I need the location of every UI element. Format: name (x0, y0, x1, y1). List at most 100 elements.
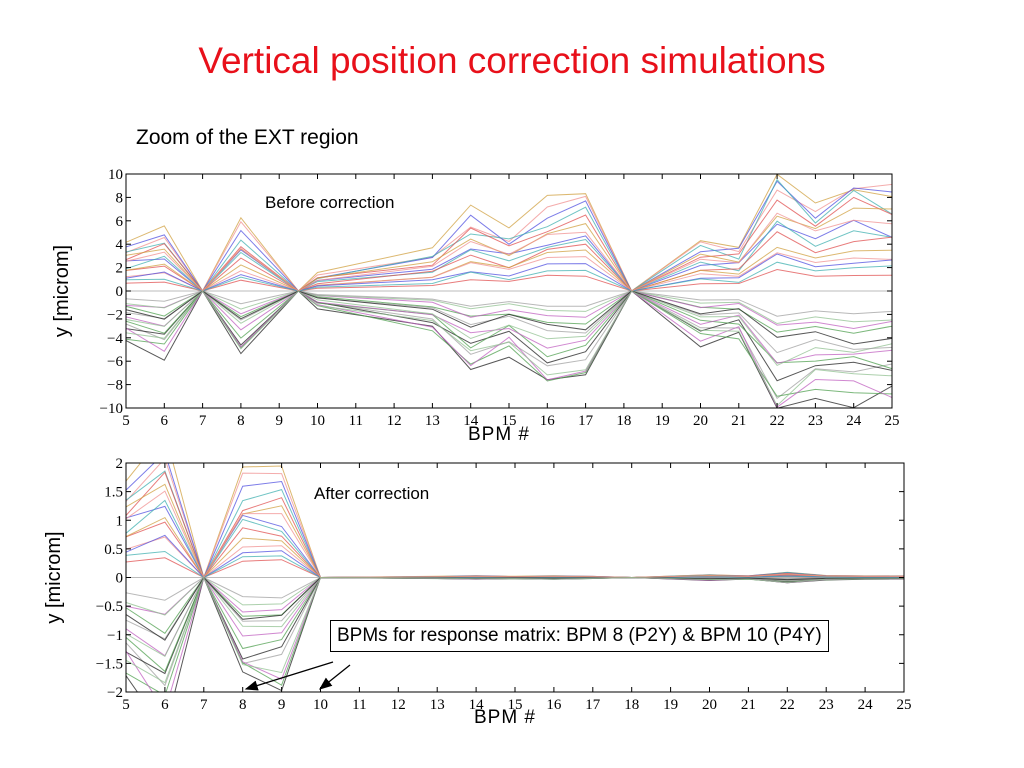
series-line (126, 505, 904, 579)
series-line (126, 576, 904, 641)
series-line (126, 219, 892, 292)
x-tick-label: 15 (502, 413, 517, 429)
x-axis-label: BPM # (468, 424, 530, 445)
y-tick-label: −1.5 (96, 656, 123, 672)
y-tick-label: 1.5 (104, 485, 123, 501)
x-tick-label: 18 (624, 697, 639, 713)
x-tick-label: 8 (237, 413, 245, 429)
series-line (126, 290, 892, 364)
y-tick-label: 10 (108, 167, 123, 183)
bpm-callout-box: BPMs for response matrix: BPM 8 (P2Y) & … (330, 620, 829, 652)
series-line (126, 290, 892, 407)
y-axis-label: y [microm] (43, 531, 65, 623)
x-tick-label: 17 (585, 697, 601, 713)
series-line (126, 183, 892, 292)
x-tick-label: 21 (731, 413, 746, 429)
series-line (126, 499, 904, 579)
y-tick-label: 6 (116, 214, 124, 230)
series-line (126, 463, 904, 580)
x-tick-label: 22 (780, 697, 795, 713)
y-tick-label: 2 (116, 261, 124, 277)
x-tick-label: 5 (122, 413, 130, 429)
series-line (126, 212, 892, 292)
series-line (126, 290, 892, 330)
x-tick-label: 24 (846, 413, 862, 429)
x-tick-label: 19 (663, 697, 678, 713)
x-tick-label: 20 (702, 697, 717, 713)
series-line (126, 483, 904, 579)
x-tick-label: 22 (770, 413, 785, 429)
x-tick-label: 24 (858, 697, 874, 713)
series-line (126, 253, 892, 292)
x-tick-label: 20 (693, 413, 708, 429)
y-tick-label: −6 (107, 354, 123, 370)
series-line (126, 576, 904, 684)
series-line (126, 290, 892, 354)
x-tick-label: 6 (161, 413, 169, 429)
series-line (126, 463, 904, 580)
chart-annotation: Before correction (265, 193, 394, 212)
x-tick-label: 17 (578, 413, 594, 429)
x-tick-label: 9 (278, 697, 286, 713)
series-line (126, 246, 892, 292)
y-tick-label: 2 (116, 456, 124, 472)
x-tick-label: 11 (352, 697, 366, 713)
series-line (126, 290, 892, 317)
y-tick-label: −10 (100, 401, 123, 417)
series-line (126, 268, 892, 292)
series-line (126, 290, 892, 367)
series-line (126, 261, 892, 292)
chart-annotation: After correction (314, 484, 429, 503)
x-tick-label: 12 (387, 413, 402, 429)
x-tick-label: 5 (122, 697, 130, 713)
x-tick-label: 7 (199, 413, 207, 429)
series-line (126, 220, 892, 292)
x-tick-label: 16 (540, 413, 556, 429)
x-tick-label: 9 (275, 413, 283, 429)
x-tick-label: 23 (819, 697, 834, 713)
y-tick-label: 8 (116, 190, 124, 206)
x-tick-label: 13 (425, 413, 440, 429)
x-tick-label: 18 (616, 413, 631, 429)
slide-title: Vertical position correction simulations (198, 40, 826, 81)
callout-arrow-bpm8 (244, 661, 334, 691)
y-tick-label: 0 (116, 571, 124, 587)
series-line (126, 207, 892, 292)
y-tick-label: −0.5 (96, 599, 123, 615)
y-tick-label: −1 (107, 628, 123, 644)
series-line (126, 174, 892, 293)
x-tick-label: 15 (508, 697, 523, 713)
y-tick-label: 0.5 (104, 542, 123, 558)
x-tick-label: 6 (161, 697, 169, 713)
series-line (126, 196, 892, 292)
x-axis-label: BPM # (474, 707, 536, 728)
x-tick-label: 25 (897, 697, 912, 713)
chart-2: 5 6 7 8 9 10 11 12 13 14 15 16 17 18 19 20 21 22 23 24 25−2−… (43, 456, 912, 728)
series-line (126, 290, 892, 334)
slide-subtitle: Zoom of the EXT region (136, 126, 359, 149)
y-tick-label: −4 (107, 331, 123, 347)
series-line (126, 178, 892, 292)
y-tick-label: 1 (116, 513, 124, 529)
series-line (126, 290, 892, 382)
x-tick-label: 25 (885, 413, 900, 429)
x-tick-label: 10 (313, 697, 328, 713)
x-tick-label: 14 (463, 413, 479, 429)
x-tick-label: 10 (310, 413, 325, 429)
series-line (126, 550, 904, 579)
y-tick-label: −8 (107, 378, 123, 394)
y-axis-label: y [microm] (51, 245, 73, 337)
series-lines (126, 174, 892, 408)
x-tick-label: 16 (546, 697, 562, 713)
x-tick-label: 7 (200, 697, 208, 713)
x-tick-label: 13 (430, 697, 445, 713)
y-tick-label: 0 (116, 284, 124, 300)
x-tick-label: 8 (239, 697, 247, 713)
x-tick-label: 23 (808, 413, 823, 429)
series-line (126, 290, 892, 325)
x-tick-label: 21 (741, 697, 756, 713)
series-line (126, 290, 892, 345)
series-line (126, 521, 904, 579)
y-tick-label: −2 (107, 685, 123, 701)
